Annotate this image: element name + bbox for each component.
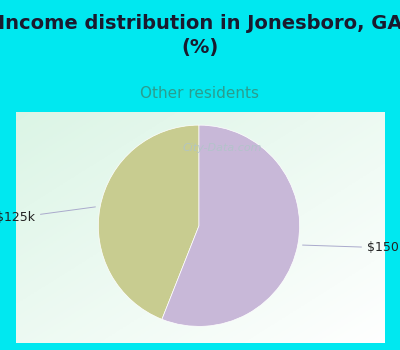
Text: $125k: $125k (0, 207, 95, 224)
Text: $150k: $150k (302, 241, 400, 254)
Wedge shape (98, 125, 199, 319)
Text: Income distribution in Jonesboro, GA
(%): Income distribution in Jonesboro, GA (%) (0, 14, 400, 56)
Text: Other residents: Other residents (140, 86, 260, 101)
Text: City-Data.com: City-Data.com (182, 144, 262, 153)
Wedge shape (162, 125, 300, 326)
